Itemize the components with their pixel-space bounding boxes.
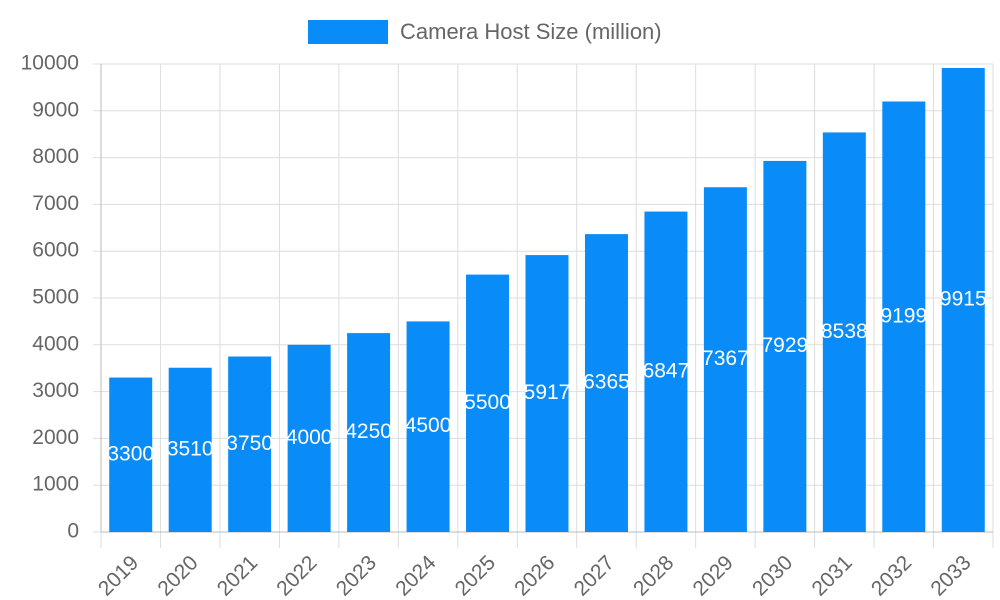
bar xyxy=(228,356,272,532)
data-label: 3510 xyxy=(167,437,214,460)
legend-swatch xyxy=(308,20,388,44)
y-tick-label: 10000 xyxy=(21,52,79,75)
x-tick-label: 2029 xyxy=(689,551,738,600)
y-tick-label: 3000 xyxy=(32,379,79,402)
bar xyxy=(168,367,212,532)
x-tick-label: 2026 xyxy=(510,551,559,600)
x-tick-label: 2030 xyxy=(748,551,797,600)
bar xyxy=(525,255,569,532)
y-tick-label: 8000 xyxy=(32,145,79,168)
bar xyxy=(941,67,985,532)
x-tick-label: 2024 xyxy=(391,551,441,600)
y-tick-label: 2000 xyxy=(32,426,79,449)
bar xyxy=(644,211,688,532)
data-label: 9915 xyxy=(940,288,987,311)
bar xyxy=(882,101,926,532)
data-label: 5500 xyxy=(464,391,511,414)
data-label: 8538 xyxy=(821,320,868,343)
y-tick-label: 0 xyxy=(67,520,79,543)
bar xyxy=(406,321,450,532)
x-tick-label: 2025 xyxy=(451,551,500,600)
y-tick-label: 4000 xyxy=(32,332,79,355)
y-tick-label: 9000 xyxy=(32,98,79,121)
bar xyxy=(763,160,807,533)
bar xyxy=(822,132,866,532)
bar xyxy=(703,187,747,532)
bar xyxy=(347,333,391,532)
data-label: 3300 xyxy=(107,442,154,465)
x-tick-label: 2028 xyxy=(629,551,678,600)
x-tick-label: 2031 xyxy=(807,551,856,600)
data-label: 4250 xyxy=(345,420,392,443)
data-label: 5917 xyxy=(524,381,571,404)
x-tick-label: 2032 xyxy=(867,551,916,600)
x-tick-label: 2019 xyxy=(94,551,143,600)
bar xyxy=(109,377,153,532)
data-label: 6847 xyxy=(643,359,690,382)
x-tick-label: 2020 xyxy=(153,551,202,600)
bar xyxy=(287,344,331,532)
data-label: 4000 xyxy=(286,426,333,449)
legend-label: Camera Host Size (million) xyxy=(400,19,662,44)
x-tick-label: 2021 xyxy=(213,551,262,600)
data-label: 9199 xyxy=(880,304,927,327)
data-label: 7929 xyxy=(762,334,809,357)
x-tick-label: 2027 xyxy=(570,551,619,600)
y-tick-label: 5000 xyxy=(32,286,79,309)
data-label: 7367 xyxy=(702,347,749,370)
x-tick-label: 2023 xyxy=(332,551,381,600)
data-label: 3750 xyxy=(226,432,273,455)
x-tick-label: 2033 xyxy=(926,551,975,600)
y-tick-label: 6000 xyxy=(32,239,79,262)
bar xyxy=(466,274,510,532)
x-tick-label: 2022 xyxy=(272,551,321,600)
y-tick-label: 7000 xyxy=(32,192,79,215)
data-label: 6365 xyxy=(583,371,630,394)
data-label: 4500 xyxy=(405,414,452,437)
bar xyxy=(584,234,628,533)
y-tick-label: 1000 xyxy=(32,473,79,496)
